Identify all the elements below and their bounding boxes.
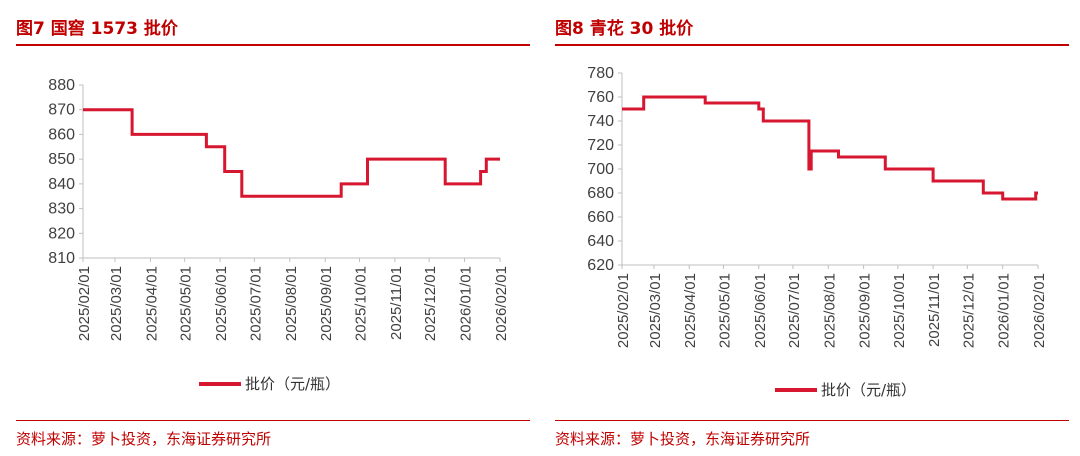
y-tick-label: 880 <box>48 77 75 94</box>
x-tick-label: 2025/08/01 <box>283 266 300 341</box>
y-tick-label: 830 <box>48 201 75 218</box>
chart-panel-qinghua: 图8 青花 30 批价 620 640 660 680 700 720 740 760 780 2… <box>555 0 1069 456</box>
chart-legend: 批价（元/瓶） <box>199 373 340 394</box>
y-tick-label: 640 <box>587 233 614 250</box>
y-tick-label: 780 <box>587 65 614 82</box>
y-tick-label: 740 <box>587 113 614 130</box>
y-tick-label: 760 <box>587 89 614 106</box>
title-divider <box>555 44 1069 46</box>
x-tick-label: 2025/07/01 <box>786 273 803 348</box>
x-tick-label: 2025/12/01 <box>960 273 977 348</box>
chart-panel-guojiao: 图7 国窖 1573 批价 810 820 830 840 850 860 870 880 20… <box>16 0 530 456</box>
price-chart-qinghua: 620 640 660 680 700 720 740 760 780 2025/02/01 202… <box>587 65 1048 348</box>
y-tick-label: 620 <box>587 257 614 274</box>
y-tick-label: 860 <box>48 126 75 143</box>
legend-line-swatch <box>775 387 817 392</box>
series-line <box>622 95 1038 201</box>
x-tick-label: 2025/09/01 <box>857 273 874 348</box>
legend-line-swatch <box>199 381 241 386</box>
x-tick-label: 2025/11/01 <box>388 266 405 340</box>
x-tick-label: 2025/06/01 <box>752 273 769 348</box>
x-tick-label: 2025/02/01 <box>615 273 632 348</box>
y-tick-label: 820 <box>48 225 75 242</box>
price-chart-guojiao: 810 820 830 840 850 860 870 880 2025/02/01 2025/0… <box>48 77 510 341</box>
x-tick-label: 2026/02/01 <box>493 266 510 341</box>
chart-legend: 批价（元/瓶） <box>775 379 916 400</box>
source-note: 资料来源：萝卜投资，东海证券研究所 <box>555 430 811 448</box>
y-tick-label: 870 <box>48 102 75 119</box>
y-tick-label: 840 <box>48 176 75 193</box>
x-tick-label: 2025/05/01 <box>716 273 733 348</box>
footer-divider <box>16 420 530 421</box>
legend-label: 批价（元/瓶） <box>245 375 341 393</box>
y-tick-label: 720 <box>587 137 614 154</box>
footer-divider <box>555 420 1069 421</box>
x-tick-label: 2025/07/01 <box>247 266 264 341</box>
x-tick-label: 2025/10/01 <box>352 266 369 341</box>
chart-title: 图8 青花 30 批价 <box>555 19 694 39</box>
source-note: 资料来源：萝卜投资，东海证券研究所 <box>16 430 272 448</box>
y-tick-label: 660 <box>587 209 614 226</box>
x-tick-label: 2026/01/01 <box>996 273 1013 348</box>
legend-label: 批价（元/瓶） <box>821 381 917 399</box>
x-tick-label: 2025/11/01 <box>926 273 943 347</box>
y-tick-label: 700 <box>587 161 614 178</box>
x-tick-label: 2025/03/01 <box>108 266 125 341</box>
x-tick-label: 2025/06/01 <box>213 266 230 341</box>
x-tick-label: 2025/12/01 <box>422 266 439 341</box>
x-tick-label: 2025/09/01 <box>318 266 335 341</box>
series-line <box>83 108 500 198</box>
y-tick-label: 850 <box>48 151 75 168</box>
y-tick-label: 810 <box>48 250 75 267</box>
x-tick-label: 2025/08/01 <box>821 273 838 348</box>
chart-title: 图7 国窖 1573 批价 <box>16 19 178 39</box>
x-tick-label: 2026/01/01 <box>458 266 475 341</box>
y-tick-label: 680 <box>587 185 614 202</box>
x-tick-label: 2025/04/01 <box>682 273 699 348</box>
x-tick-label: 2025/10/01 <box>891 273 908 348</box>
title-divider <box>16 44 530 46</box>
x-tick-label: 2025/04/01 <box>143 266 160 341</box>
x-tick-label: 2025/05/01 <box>178 266 195 341</box>
x-tick-label: 2026/02/01 <box>1031 273 1048 348</box>
x-tick-label: 2025/03/01 <box>647 273 664 348</box>
x-tick-label: 2025/02/01 <box>76 266 93 341</box>
